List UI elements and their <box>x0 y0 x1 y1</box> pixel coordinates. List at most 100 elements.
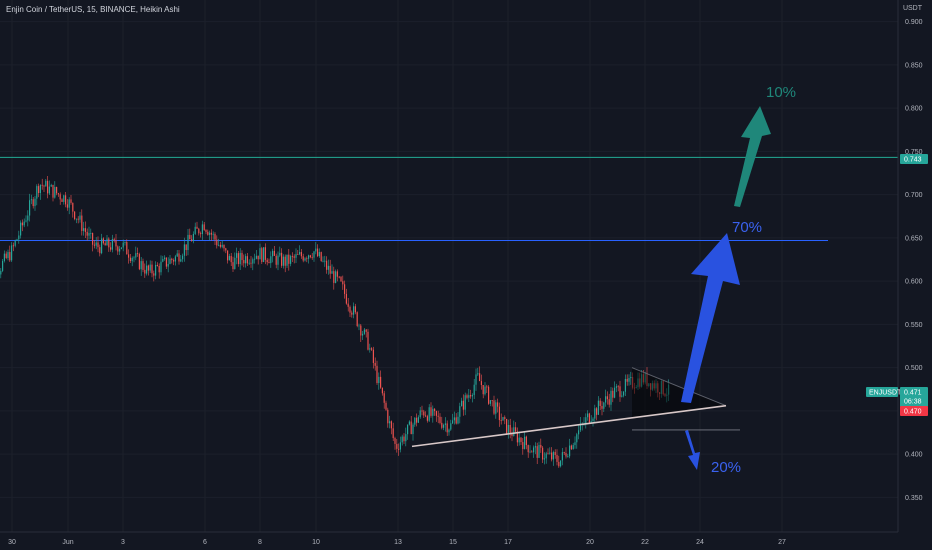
candle-body <box>390 421 392 429</box>
candle-body <box>459 406 461 417</box>
candle-body <box>124 242 126 243</box>
candle-body <box>128 254 130 258</box>
candle-body <box>542 447 544 460</box>
candle-body <box>443 424 445 428</box>
x-tick-label: 27 <box>778 539 786 546</box>
candle-body <box>473 384 475 396</box>
candle-body <box>664 394 666 396</box>
candle-body <box>632 377 634 388</box>
candle-body <box>560 460 562 467</box>
support-trendline[interactable] <box>411 404 727 448</box>
candle-body <box>614 387 616 398</box>
candle-body <box>534 446 536 448</box>
candle-body <box>590 421 592 423</box>
candle-body <box>155 264 157 276</box>
candle-body <box>0 270 2 275</box>
candle-body <box>263 247 265 262</box>
candle-body <box>209 232 211 235</box>
candle-body <box>90 233 92 234</box>
candle-body <box>333 271 335 283</box>
candle-body <box>646 373 648 386</box>
candle-body <box>277 255 279 265</box>
candle-body <box>462 400 464 410</box>
candle-body <box>362 333 364 336</box>
candle-body <box>63 195 65 202</box>
candle-body <box>608 399 610 405</box>
candle-body <box>419 410 421 418</box>
candle-body <box>650 383 652 390</box>
candle-body <box>486 386 488 388</box>
candle-body <box>383 393 385 403</box>
candle-body <box>525 436 527 446</box>
candle-body <box>340 276 342 282</box>
svg-text:0.743: 0.743 <box>904 157 922 164</box>
candle-body <box>543 458 545 460</box>
resistance-price-tag: 0.743 <box>900 154 928 164</box>
candle-body <box>452 420 454 424</box>
arrow-20-percent[interactable]: 20% <box>685 430 741 476</box>
candle-body <box>426 416 428 421</box>
candle-body <box>281 252 283 266</box>
candle-body <box>605 396 607 403</box>
time-axis[interactable]: 30 Jun 3 6 8 10 13 15 17 20 22 24 27 <box>8 539 786 546</box>
candle-body <box>619 386 621 397</box>
x-tick-label: 15 <box>449 539 457 546</box>
candle-body <box>248 262 250 264</box>
candle-body <box>189 234 191 240</box>
candle-body <box>5 253 7 259</box>
y-tick-label: 0.850 <box>905 62 923 69</box>
candle-body <box>254 258 256 260</box>
candle-body <box>192 233 194 242</box>
currency-unit: USDT <box>902 5 922 12</box>
candle-body <box>398 448 400 450</box>
candle-body <box>603 402 605 409</box>
label-10-percent: 10% <box>766 84 796 101</box>
arrow-10-percent[interactable]: 10% <box>734 84 796 207</box>
candle-body <box>389 421 391 424</box>
candle-body <box>306 258 308 260</box>
x-tick-label: 8 <box>258 539 262 546</box>
triangle-pattern[interactable] <box>632 367 726 418</box>
candle-body <box>102 238 104 244</box>
candle-body <box>491 400 493 401</box>
symbol-tag-left <box>866 387 898 397</box>
candle-body <box>621 395 623 397</box>
candle-body <box>131 257 133 262</box>
candle-body <box>551 452 553 460</box>
x-tick-label: 10 <box>312 539 320 546</box>
candle-body <box>511 433 513 436</box>
triangle-upper-line[interactable] <box>631 367 727 407</box>
candle-body <box>455 417 457 424</box>
candle-body <box>660 381 662 394</box>
candle-body <box>11 245 13 261</box>
candle-body <box>295 254 297 258</box>
arrow-70-percent[interactable]: 70% <box>681 219 762 403</box>
candle-body <box>655 383 657 389</box>
candle-body <box>164 257 166 259</box>
candle-body <box>322 260 324 262</box>
candle-body <box>178 253 180 262</box>
candle-body <box>428 407 430 421</box>
candle-body <box>432 408 434 416</box>
svg-text:0.470: 0.470 <box>904 409 922 416</box>
candle-body <box>237 253 239 265</box>
symbol-price-tag: ENJUSDT 0.471 06:38 <box>866 387 928 407</box>
x-tick-label: 20 <box>586 539 594 546</box>
candle-body <box>329 265 331 274</box>
candle-body <box>32 199 34 207</box>
candle-body <box>380 376 382 388</box>
teal-up-arrow-icon <box>734 106 771 207</box>
candle-body <box>48 186 50 194</box>
candle-body <box>236 253 238 258</box>
candle-body <box>642 374 644 383</box>
candle-body <box>360 325 362 336</box>
candle-body <box>315 248 317 252</box>
candle-body <box>637 378 639 388</box>
candle-body <box>626 378 628 382</box>
candle-body <box>167 263 169 267</box>
candle-body <box>300 252 302 257</box>
candle-body <box>246 256 248 264</box>
symbol-title[interactable]: Enjin Coin / TetherUS, 15, BINANCE, Heik… <box>6 5 180 14</box>
